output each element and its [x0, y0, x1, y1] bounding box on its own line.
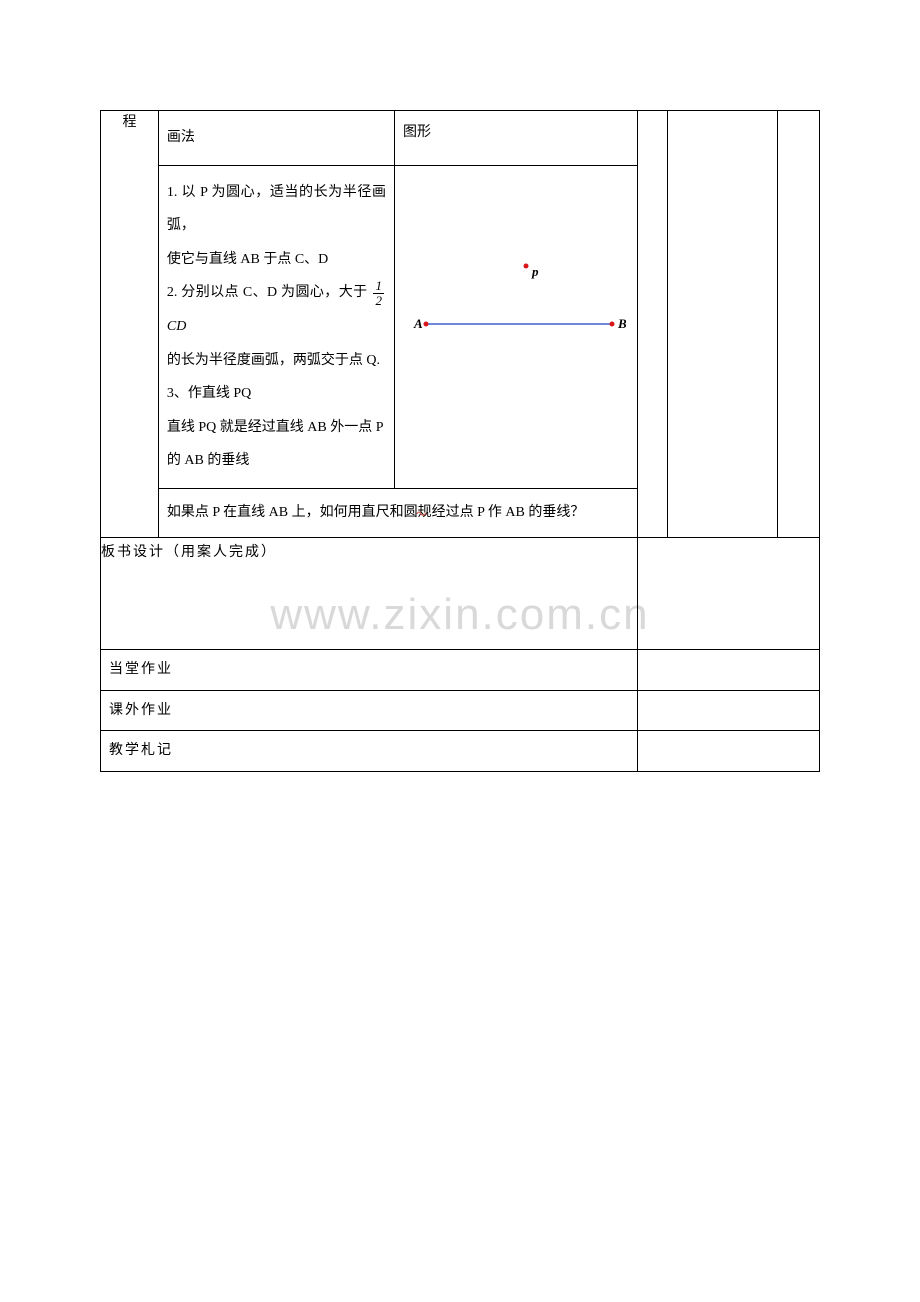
method-figure-table: 画法 图形 1. 以 P 为圆心，适当的长为半径画弧， 使它与直线 AB 于点 …: [159, 111, 638, 537]
bottom-question-cell: 如果点 P 在直线 AB 上，如何用直尺和圆规经过点 P 作 AB 的垂线？: [159, 488, 638, 537]
step2-line1: 2. 分别以点 C、D 为圆心，大于 1 2 CD: [167, 276, 386, 343]
main-content-cell: 画法 图形 1. 以 P 为圆心，适当的长为半径画弧， 使它与直线 AB 于点 …: [158, 111, 638, 538]
row-label-board-design: 板书设计（用案人完成）: [101, 537, 638, 649]
step2-line2: 的长为半径度画弧，两弧交于点 Q.: [167, 344, 386, 378]
step4-line1: 直线 PQ 就是经过直线 AB 外一点 P: [167, 411, 386, 445]
step3: 3、作直线 PQ: [167, 377, 386, 411]
row-content-board-design: [638, 537, 820, 649]
point-b: [610, 321, 615, 326]
row-label-notes: 教学札记: [101, 731, 638, 772]
label-p: p: [531, 264, 539, 279]
header-method: 画法: [159, 111, 395, 165]
row-label-classwork: 当堂作业: [101, 649, 638, 690]
row-content-homework: [638, 690, 820, 731]
fraction-half: 1 2: [373, 279, 384, 307]
cd-label: CD: [167, 319, 186, 334]
label-a: A: [413, 316, 423, 331]
row-content-notes: [638, 731, 820, 772]
label-b: B: [617, 316, 626, 331]
row-label-homework: 课外作业: [101, 690, 638, 731]
geometry-figure: A B p: [406, 214, 626, 354]
point-p: [524, 263, 529, 268]
squiggle-icon: [416, 508, 428, 518]
row-content-classwork: [638, 649, 820, 690]
point-a: [424, 321, 429, 326]
lesson-plan-table: 程 画法 图形 1. 以 P 为圆心，适当的长为半径画弧， 使它与直线 AB 于…: [100, 110, 820, 772]
step1-line2: 使它与直线 AB 于点 C、D: [167, 243, 386, 277]
right-col-3: [778, 111, 820, 538]
step1-line1: 1. 以 P 为圆心，适当的长为半径画弧，: [167, 176, 386, 243]
left-column-cheng: 程: [101, 111, 159, 538]
figure-cell: A B p: [394, 165, 637, 488]
step4-line2: 的 AB 的垂线: [167, 444, 386, 478]
right-col-2: [668, 111, 778, 538]
right-col-1: [638, 111, 668, 538]
method-steps-cell: 1. 以 P 为圆心，适当的长为半径画弧， 使它与直线 AB 于点 C、D 2.…: [159, 165, 395, 488]
header-figure: 图形: [394, 111, 637, 165]
